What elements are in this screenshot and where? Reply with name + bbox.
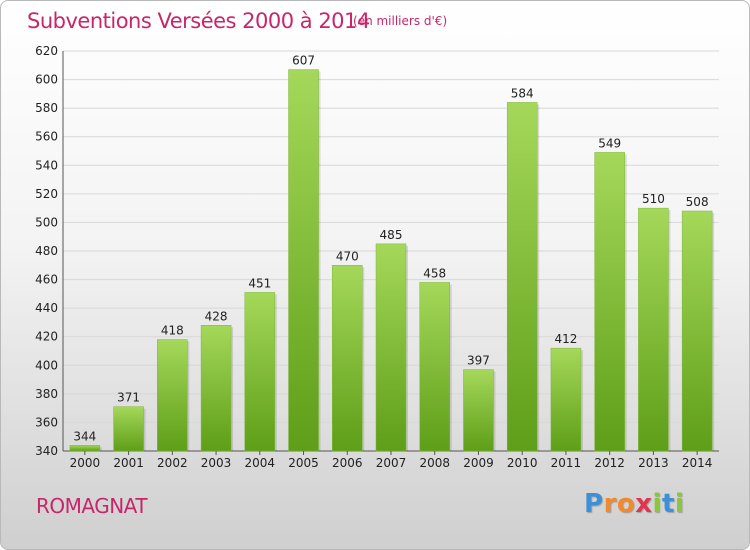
bar-2007: [375, 243, 407, 452]
x-tick-label: 2014: [682, 456, 713, 470]
y-tick-label: 420: [35, 330, 58, 344]
bar-2010: [506, 102, 538, 452]
data-label: 451: [248, 276, 271, 290]
y-tick-label: 480: [35, 244, 58, 258]
x-tick-label: 2008: [419, 456, 450, 470]
y-axis-ticks: 340 360 380 400 420 440 460 480 500 520 540 560 580 6…: [35, 44, 58, 458]
y-tick-label: 500: [35, 215, 58, 229]
x-tick-label: 2009: [463, 456, 494, 470]
y-tick-label: 600: [35, 73, 58, 87]
proxiti-logo: Proxiti: [584, 489, 684, 519]
bar-2012: [594, 152, 625, 452]
y-tick-label: 540: [35, 158, 58, 172]
data-label: 458: [423, 266, 446, 280]
chart-title: Subventions Versées 2000 à 2014: [27, 9, 370, 33]
logo-letter: P: [584, 489, 604, 519]
x-tick-label: 2011: [551, 456, 582, 470]
y-tick-label: 440: [35, 301, 58, 315]
logo-letter: o: [616, 489, 636, 519]
data-label: 549: [598, 136, 621, 150]
data-label: 397: [467, 354, 490, 368]
x-tick-label: 2006: [332, 456, 363, 470]
bar-2002: [157, 339, 188, 452]
bar-2011: [550, 347, 582, 452]
logo-letter: r: [603, 489, 617, 519]
data-label: 470: [336, 249, 359, 263]
data-label: 607: [292, 54, 315, 68]
x-tick-label: 2004: [245, 456, 276, 470]
city-name: ROMAGNAT: [36, 494, 148, 518]
bar-2006: [332, 265, 363, 452]
x-tick-label: 2013: [638, 456, 669, 470]
y-tick-label: 620: [35, 44, 58, 58]
logo-letter: i: [674, 489, 685, 519]
bar-2003: [200, 325, 232, 452]
x-tick-label: 2007: [376, 456, 407, 470]
data-label: 371: [117, 391, 140, 405]
x-tick-label: 2000: [70, 456, 101, 470]
bar-2008: [419, 282, 450, 452]
x-tick-label: 2012: [594, 456, 625, 470]
y-tick-label: 520: [35, 187, 58, 201]
data-label: 344: [73, 429, 96, 443]
data-label: 584: [511, 86, 534, 100]
y-tick-label: 360: [35, 415, 58, 429]
bar-2005: [288, 69, 319, 452]
unit-note: (en milliers d'€): [353, 14, 448, 28]
x-tick-label: 2002: [157, 456, 188, 470]
y-tick-label: 400: [35, 358, 58, 372]
data-label: 412: [554, 332, 577, 346]
data-label: 508: [686, 195, 709, 209]
data-label: 418: [161, 324, 184, 338]
x-axis-ticks: 2000 2001 2002 2003 2004 2005 2006 2007 2008 2009…: [70, 451, 713, 470]
x-tick-label: 2010: [507, 456, 538, 470]
x-tick-label: 2001: [113, 456, 144, 470]
y-tick-label: 580: [35, 101, 58, 115]
bar-2009: [463, 369, 494, 452]
bar-2000: [69, 445, 101, 452]
x-tick-label: 2003: [201, 456, 232, 470]
logo-letter: i: [652, 489, 662, 519]
bars: [69, 69, 715, 452]
x-tick-label: 2005: [288, 456, 319, 470]
bar-2013: [638, 207, 669, 452]
data-label: 485: [380, 228, 403, 242]
y-tick-label: 380: [35, 387, 58, 401]
data-label: 428: [205, 309, 228, 323]
bar-2004: [244, 292, 276, 452]
bar-2001: [113, 406, 144, 452]
y-tick-label: 340: [35, 444, 58, 458]
data-labels: 344 371 418 428 451 607 470 485 458 397 584 412 549 5…: [73, 54, 708, 444]
y-tick-label: 560: [35, 130, 58, 144]
y-tick-label: 460: [35, 273, 58, 287]
bar-2014: [681, 210, 713, 452]
logo-letter: t: [661, 489, 675, 519]
data-label: 510: [642, 192, 665, 206]
logo-letter: x: [635, 489, 653, 519]
